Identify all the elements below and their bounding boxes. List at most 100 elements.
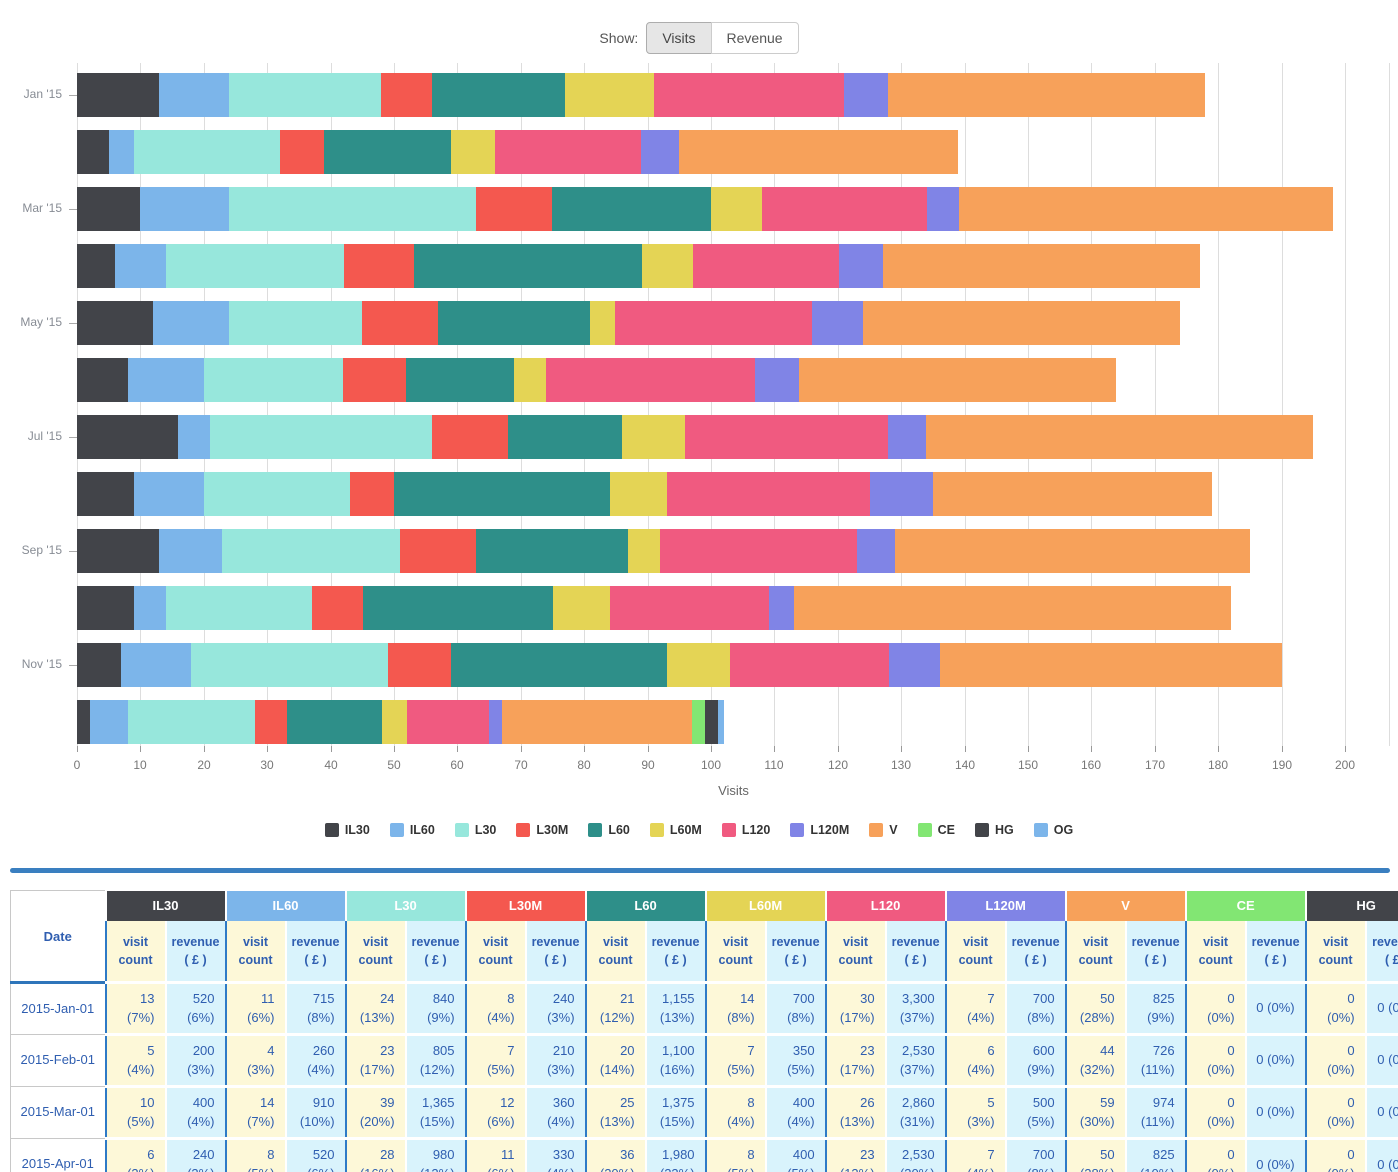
bar-segment-l30[interactable]	[191, 643, 388, 687]
bar-segment-l120[interactable]	[667, 472, 870, 516]
bar-segment-l120m[interactable]	[755, 358, 799, 402]
bar-segment-l120m[interactable]	[769, 586, 794, 630]
bar-segment-l30m[interactable]	[381, 73, 432, 117]
bar-segment-l120m[interactable]	[870, 472, 933, 516]
bar-segment-l30[interactable]	[204, 358, 343, 402]
bar-segment-l30[interactable]	[229, 301, 362, 345]
legend-item-l30m[interactable]: L30M	[516, 823, 568, 837]
bar-segment-l30[interactable]	[222, 529, 400, 573]
bar-segment-l60[interactable]	[451, 643, 667, 687]
bar-segment-l60m[interactable]	[711, 187, 762, 231]
bar-segment-l120m[interactable]	[927, 187, 959, 231]
bar-segment-v[interactable]	[926, 415, 1313, 459]
bar-segment-l120m[interactable]	[889, 643, 940, 687]
bar-segment-l60m[interactable]	[451, 130, 495, 174]
bar-segment-l120[interactable]	[654, 73, 844, 117]
bar-segment-l30m[interactable]	[255, 700, 287, 744]
bar-segment-l30[interactable]	[229, 73, 381, 117]
bar-segment-l60[interactable]	[394, 472, 610, 516]
bar-segment-l60[interactable]	[432, 73, 565, 117]
revenue-toggle-button[interactable]: Revenue	[710, 21, 799, 54]
bar-segment-il60[interactable]	[115, 244, 166, 288]
bar-segment-l30m[interactable]	[280, 130, 324, 174]
bar-segment-l30m[interactable]	[362, 301, 438, 345]
bar-segment-l60m[interactable]	[610, 472, 667, 516]
bar-segment-il60[interactable]	[134, 472, 204, 516]
legend-item-l120[interactable]: L120	[721, 823, 770, 837]
bar-segment-l60[interactable]	[363, 586, 553, 630]
bar-segment-il30[interactable]	[77, 472, 134, 516]
bar-segment-l30m[interactable]	[312, 586, 363, 630]
bar-segment-l120[interactable]	[660, 529, 857, 573]
bar-segment-il30[interactable]	[77, 643, 121, 687]
bar-segment-ce[interactable]	[692, 700, 705, 744]
bar-segment-l120m[interactable]	[857, 529, 895, 573]
bar-segment-v[interactable]	[799, 358, 1116, 402]
bar-segment-l30[interactable]	[204, 472, 350, 516]
bar-segment-il60[interactable]	[178, 415, 210, 459]
bar-segment-l60[interactable]	[287, 700, 382, 744]
bar-segment-l120[interactable]	[615, 301, 812, 345]
bar-segment-v[interactable]	[794, 586, 1231, 630]
bar-segment-l30m[interactable]	[400, 529, 476, 573]
bar-segment-il30[interactable]	[77, 130, 109, 174]
bar-segment-l60[interactable]	[552, 187, 711, 231]
legend-item-il60[interactable]: IL60	[389, 823, 435, 837]
bar-segment-l120[interactable]	[762, 187, 927, 231]
bar-segment-l30[interactable]	[229, 187, 476, 231]
bar-segment-l120[interactable]	[546, 358, 755, 402]
bar-segment-og[interactable]	[718, 700, 724, 744]
bar-segment-il60[interactable]	[121, 643, 191, 687]
bar-segment-l120m[interactable]	[844, 73, 888, 117]
bar-segment-il30[interactable]	[77, 415, 178, 459]
bar-segment-l60[interactable]	[476, 529, 628, 573]
legend-item-l120m[interactable]: L120M	[790, 823, 849, 837]
legend-item-il30[interactable]: IL30	[324, 823, 370, 837]
bar-segment-v[interactable]	[959, 187, 1333, 231]
bar-segment-l30[interactable]	[134, 130, 280, 174]
bar-segment-l60m[interactable]	[514, 358, 546, 402]
bar-segment-il30[interactable]	[77, 244, 115, 288]
bar-segment-l120m[interactable]	[641, 130, 679, 174]
bar-segment-v[interactable]	[502, 700, 692, 744]
bar-segment-il30[interactable]	[77, 358, 128, 402]
bar-segment-l30[interactable]	[166, 244, 344, 288]
bar-segment-l60m[interactable]	[590, 301, 615, 345]
bar-segment-il30[interactable]	[77, 586, 134, 630]
bar-segment-l60[interactable]	[508, 415, 622, 459]
bar-segment-il30[interactable]	[77, 187, 140, 231]
legend-item-v[interactable]: V	[869, 823, 898, 837]
bar-segment-l120[interactable]	[693, 244, 839, 288]
bar-segment-il60[interactable]	[159, 529, 222, 573]
bar-segment-l60m[interactable]	[642, 244, 693, 288]
bar-segment-hg[interactable]	[705, 700, 718, 744]
bar-segment-l60m[interactable]	[565, 73, 654, 117]
bar-segment-l30m[interactable]	[476, 187, 552, 231]
bar-segment-l60m[interactable]	[382, 700, 407, 744]
legend-item-ce[interactable]: CE	[917, 823, 955, 837]
bar-segment-l30[interactable]	[166, 586, 312, 630]
bar-segment-l120[interactable]	[610, 586, 769, 630]
bar-segment-l120[interactable]	[730, 643, 889, 687]
bar-segment-il60[interactable]	[140, 187, 229, 231]
bar-segment-l120[interactable]	[495, 130, 641, 174]
legend-item-l30[interactable]: L30	[454, 823, 496, 837]
bar-segment-il60[interactable]	[128, 358, 204, 402]
visits-toggle-button[interactable]: Visits	[646, 21, 712, 54]
bar-segment-il60[interactable]	[134, 586, 166, 630]
bar-segment-l60[interactable]	[406, 358, 514, 402]
bar-segment-l60m[interactable]	[622, 415, 685, 459]
legend-item-l60[interactable]: L60	[588, 823, 630, 837]
bar-segment-il30[interactable]	[77, 73, 159, 117]
bar-segment-il60[interactable]	[159, 73, 229, 117]
bar-segment-l30[interactable]	[210, 415, 432, 459]
bar-segment-il60[interactable]	[90, 700, 128, 744]
bar-segment-l60m[interactable]	[667, 643, 730, 687]
bar-segment-l30m[interactable]	[344, 244, 414, 288]
bar-segment-l30m[interactable]	[343, 358, 406, 402]
legend-item-l60m[interactable]: L60M	[649, 823, 702, 837]
bar-segment-l30m[interactable]	[350, 472, 394, 516]
bar-segment-l60[interactable]	[414, 244, 642, 288]
bar-segment-il30[interactable]	[77, 529, 159, 573]
bar-segment-l120m[interactable]	[888, 415, 926, 459]
